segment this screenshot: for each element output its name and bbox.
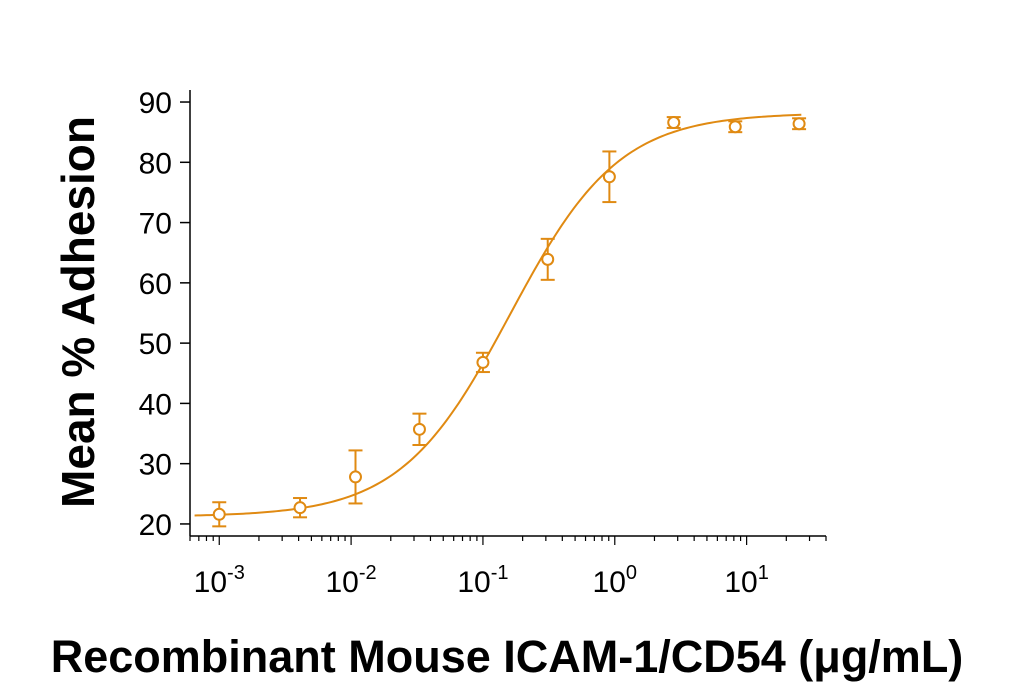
data-marker — [212, 507, 226, 521]
data-point — [602, 150, 617, 204]
y-tick-label: 60 — [139, 268, 172, 301]
x-tick-label: 10-1 — [457, 562, 508, 599]
data-marker — [667, 116, 681, 130]
data-marker — [792, 117, 806, 131]
data-point — [666, 116, 681, 130]
y-tick-label: 80 — [139, 147, 172, 180]
data-marker — [476, 355, 490, 369]
data-points — [212, 116, 807, 528]
data-marker — [412, 422, 426, 436]
y-axis-title: Mean % Adhesion — [52, 116, 104, 508]
y-tick-label: 20 — [139, 509, 172, 542]
x-tick-label: 100 — [593, 562, 638, 599]
data-point — [475, 351, 490, 374]
x-tick-label: 101 — [724, 562, 769, 599]
data-marker — [293, 501, 307, 515]
data-point — [348, 449, 363, 505]
y-tick-label: 70 — [139, 208, 172, 241]
data-point — [728, 120, 743, 134]
axes — [189, 90, 826, 537]
x-axis-title: Recombinant Mouse ICAM-1/CD54 (μg/mL) — [51, 631, 964, 682]
data-point — [212, 501, 227, 528]
fit-curve — [194, 113, 802, 517]
data-marker — [541, 252, 555, 266]
x-tick-label: 10-3 — [194, 562, 245, 599]
data-point — [412, 412, 427, 446]
data-marker — [348, 470, 362, 484]
x-ticks: 10-3 10-2 10-1 100 101 — [189, 536, 827, 599]
data-point — [792, 117, 807, 131]
y-ticks: 20 30 40 50 60 70 80 90 — [139, 87, 190, 542]
y-tick-label: 40 — [139, 388, 172, 421]
y-tick-label: 30 — [139, 449, 172, 482]
y-tick-label: 90 — [139, 87, 172, 120]
x-tick-label: 10-2 — [326, 562, 377, 599]
data-point — [540, 237, 555, 281]
data-marker — [602, 170, 616, 184]
data-marker — [728, 120, 742, 134]
data-point — [293, 497, 308, 519]
y-tick-label: 50 — [139, 328, 172, 361]
